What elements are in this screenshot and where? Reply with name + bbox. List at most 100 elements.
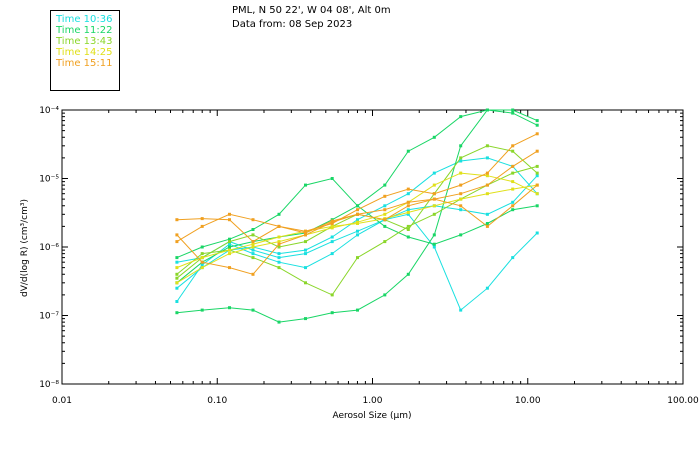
x-tick-label: 0.01 <box>52 396 72 406</box>
data-point <box>251 308 255 312</box>
data-point <box>511 204 515 208</box>
data-point <box>459 204 463 208</box>
data-point <box>406 149 410 153</box>
data-point <box>383 224 387 228</box>
data-point <box>330 311 334 315</box>
plot-frame <box>61 109 684 385</box>
data-point <box>175 286 179 290</box>
data-point <box>228 252 231 256</box>
data-point <box>383 212 387 216</box>
data-point <box>485 212 489 216</box>
data-point <box>175 276 179 280</box>
data-point <box>175 218 179 222</box>
data-point <box>406 200 410 204</box>
data-point <box>383 194 387 198</box>
data-point <box>432 183 436 187</box>
data-point <box>228 266 231 270</box>
data-point <box>511 111 515 115</box>
data-point <box>432 171 436 175</box>
data-point <box>277 212 281 216</box>
data-point <box>356 220 359 224</box>
data-point <box>535 171 539 175</box>
data-point <box>330 252 334 256</box>
data-point <box>459 308 463 312</box>
data-point <box>485 192 489 196</box>
data-point <box>277 235 281 239</box>
data-point <box>459 171 463 175</box>
data-point <box>304 252 307 256</box>
data-point <box>228 245 231 249</box>
data-point <box>459 233 463 237</box>
data-point <box>304 281 307 285</box>
data-point <box>356 308 359 312</box>
data-point <box>175 272 179 276</box>
location-header: PML, N 50 22', W 04 08', Alt 0m <box>232 5 391 16</box>
data-point <box>511 200 515 204</box>
data-point <box>356 212 359 216</box>
date-header: Data from: 08 Sep 2023 <box>232 19 353 30</box>
data-point <box>485 286 489 290</box>
data-point <box>277 245 281 249</box>
data-point <box>304 229 307 233</box>
data-point <box>277 320 281 324</box>
data-point <box>511 164 515 168</box>
y-axis-title: dV/d(log R) (cm³/cm³) <box>20 199 30 297</box>
data-point <box>485 224 489 228</box>
data-point <box>459 197 463 201</box>
data-point <box>251 218 255 222</box>
data-point <box>406 212 410 216</box>
series-layer <box>175 108 539 324</box>
data-point <box>304 317 307 321</box>
data-point <box>406 192 410 196</box>
data-point <box>304 240 307 244</box>
data-point <box>485 144 489 148</box>
data-point <box>485 174 489 178</box>
data-point <box>175 266 179 270</box>
data-point <box>406 272 410 276</box>
data-point <box>277 256 281 260</box>
legend-entry-1: Time 10:36 <box>56 14 113 25</box>
data-point <box>535 119 539 123</box>
data-point <box>228 218 231 222</box>
data-point <box>535 174 539 178</box>
data-point <box>175 240 179 244</box>
data-point <box>200 224 204 228</box>
data-point <box>175 260 179 264</box>
data-point <box>535 123 539 127</box>
data-point <box>304 231 307 235</box>
data-point <box>511 180 515 184</box>
data-point <box>406 224 410 228</box>
data-point <box>406 204 410 208</box>
data-point <box>200 260 204 264</box>
data-point <box>175 311 179 315</box>
data-point <box>383 293 387 297</box>
data-point <box>251 248 255 252</box>
legend-entry-2: Time 11:22 <box>56 25 113 36</box>
data-point <box>175 281 179 285</box>
data-point <box>200 308 204 312</box>
data-point <box>356 204 359 208</box>
data-point <box>432 212 436 216</box>
data-point <box>432 135 436 139</box>
data-point <box>277 242 281 246</box>
data-point <box>432 197 436 201</box>
data-point <box>277 266 281 270</box>
data-point <box>535 231 539 235</box>
data-point <box>277 224 281 228</box>
data-point <box>535 204 539 208</box>
data-point <box>535 132 539 136</box>
x-axis-ticks: 0.01 0.10 1.00 10.00 100.00 <box>52 110 699 406</box>
data-point <box>330 177 334 180</box>
data-point <box>228 248 231 252</box>
data-point <box>511 256 515 260</box>
data-point <box>356 218 359 222</box>
data-point <box>175 300 179 303</box>
data-point <box>459 183 463 187</box>
x-tick-label: 1.00 <box>362 396 382 406</box>
data-point <box>251 252 255 256</box>
data-point <box>251 228 255 231</box>
data-point <box>277 252 281 256</box>
data-point <box>535 164 539 168</box>
data-point <box>432 233 436 237</box>
data-point <box>383 218 387 222</box>
